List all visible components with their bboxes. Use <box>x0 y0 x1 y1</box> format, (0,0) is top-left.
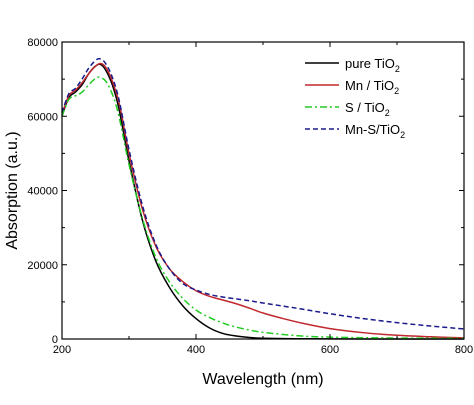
y-tick-label: 80000 <box>27 37 58 49</box>
series-line <box>61 62 465 339</box>
y-axis-title: Absorption (a.u.) <box>4 131 21 249</box>
series-line <box>61 57 465 330</box>
x-tick-label: 600 <box>321 344 339 356</box>
tick-labels: 200 400 600 800 0 20000 40000 60000 80000 <box>27 37 473 356</box>
y-tick-label: 20000 <box>27 260 58 272</box>
y-tick-label: 40000 <box>27 186 58 198</box>
legend-label-subscript: 2 <box>394 86 399 96</box>
legend-label-subscript: 2 <box>385 108 390 118</box>
legend-entry: Mn / TiO2 <box>345 78 399 96</box>
y-tick-label: 0 <box>52 334 58 346</box>
x-tick-label: 400 <box>187 344 205 356</box>
y-tick-label: 60000 <box>27 111 58 123</box>
legend-entry: pure TiO2 <box>345 56 400 74</box>
legend-label: S / TiO <box>345 100 385 115</box>
legend-label-subscript: 2 <box>395 64 400 74</box>
x-tick-label: 200 <box>53 344 71 356</box>
legend-label: Mn-S/TiO <box>345 122 400 137</box>
legend-entry: Mn-S/TiO2 <box>345 122 405 140</box>
plot-lines <box>61 57 465 340</box>
legend-label: Mn / TiO <box>345 78 394 93</box>
legend-entry: S / TiO2 <box>345 100 390 118</box>
x-axis-title: Wavelength (nm) <box>202 371 323 388</box>
axis-ticks <box>61 41 465 340</box>
legend-label: pure TiO <box>345 56 395 71</box>
x-tick-label: 800 <box>455 344 473 356</box>
legend-label-subscript: 2 <box>400 130 405 140</box>
